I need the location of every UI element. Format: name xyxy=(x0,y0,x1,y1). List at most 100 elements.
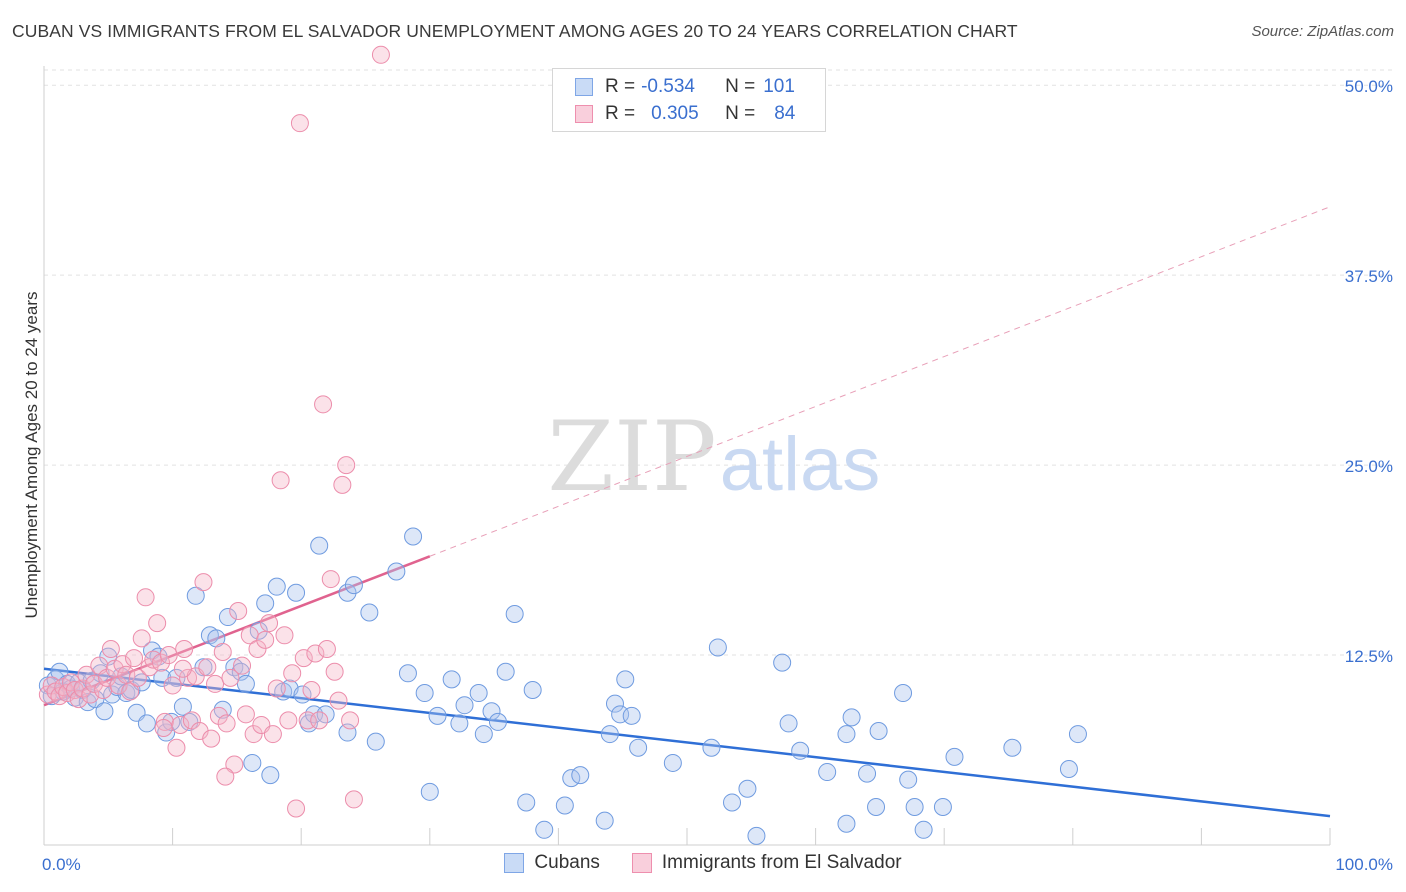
point-el-salvador xyxy=(77,665,96,684)
point-cubans xyxy=(702,738,721,757)
point-cubans xyxy=(293,685,312,704)
point-el-salvador xyxy=(216,767,235,786)
point-cubans xyxy=(869,722,888,741)
point-cubans xyxy=(600,725,619,744)
point-cubans xyxy=(595,811,614,830)
point-cubans xyxy=(867,798,886,817)
point-cubans xyxy=(535,820,554,839)
point-el-salvador xyxy=(101,639,120,658)
point-cubans xyxy=(818,763,837,782)
point-cubans xyxy=(837,725,856,744)
point-cubans xyxy=(723,793,742,812)
point-cubans xyxy=(450,714,469,733)
point-el-salvador xyxy=(306,644,325,663)
y-axis-label: Unemployment Among Ages 20 to 24 years xyxy=(22,292,41,619)
legend-n-value: 101 xyxy=(763,76,795,97)
point-cubans xyxy=(773,653,792,672)
point-el-salvador xyxy=(154,718,173,737)
legend-r-value: -0.534 xyxy=(641,76,695,97)
point-cubans xyxy=(344,576,363,595)
point-cubans xyxy=(287,583,306,602)
point-cubans xyxy=(186,586,205,605)
point-cubans xyxy=(622,706,641,725)
y-tick-label: 37.5% xyxy=(1345,267,1393,286)
point-cubans xyxy=(137,714,156,733)
point-el-salvador xyxy=(175,639,194,658)
point-cubans xyxy=(629,738,648,757)
grid-lines xyxy=(44,69,1392,656)
point-el-salvador xyxy=(337,456,356,475)
point-el-salvador xyxy=(173,659,192,678)
point-cubans xyxy=(496,662,515,681)
point-el-salvador xyxy=(121,682,140,701)
point-el-salvador xyxy=(233,656,252,675)
point-el-salvador xyxy=(263,725,282,744)
point-el-salvador xyxy=(267,679,286,698)
point-el-salvador xyxy=(217,714,236,733)
series-swatch-el-salvador xyxy=(631,853,652,873)
point-cubans xyxy=(858,764,877,783)
point-el-salvador xyxy=(128,668,147,687)
legend-row-el-salvador: R = 0.305 N = 84 xyxy=(575,101,795,127)
point-el-salvador xyxy=(321,570,340,589)
point-cubans xyxy=(663,753,682,772)
point-cubans xyxy=(505,605,524,624)
point-el-salvador xyxy=(221,668,240,687)
point-cubans xyxy=(256,594,275,613)
point-cubans xyxy=(571,766,590,785)
point-cubans xyxy=(605,694,624,713)
series-label-cubans: Cubans xyxy=(534,852,600,873)
point-cubans xyxy=(310,536,329,555)
x-tick-label: 100.0% xyxy=(1335,855,1393,874)
point-cubans xyxy=(261,766,280,785)
point-cubans xyxy=(194,658,213,677)
point-cubans xyxy=(236,674,255,693)
point-el-salvador xyxy=(244,725,263,744)
trend-extension-el-salvador xyxy=(429,206,1331,557)
point-el-salvador xyxy=(294,649,313,668)
series-swatch-cubans xyxy=(504,853,525,873)
point-cubans xyxy=(95,702,114,721)
point-el-salvador xyxy=(202,729,221,748)
point-el-salvador xyxy=(275,626,294,645)
point-cubans xyxy=(905,798,924,817)
point-cubans xyxy=(837,814,856,833)
point-cubans xyxy=(360,603,379,622)
point-el-salvador xyxy=(325,662,344,681)
point-cubans xyxy=(899,770,918,789)
y-tick-label: 50.0% xyxy=(1345,77,1393,96)
watermark: ZIP atlas xyxy=(547,401,880,513)
point-el-salvador xyxy=(329,691,348,710)
point-el-salvador xyxy=(113,655,132,674)
point-cubans xyxy=(708,638,727,657)
point-cubans xyxy=(420,782,439,801)
point-cubans xyxy=(398,664,417,683)
point-cubans xyxy=(1068,725,1087,744)
point-cubans xyxy=(428,706,447,725)
point-el-salvador xyxy=(69,690,88,709)
point-cubans xyxy=(523,681,542,699)
point-el-salvador xyxy=(344,790,363,809)
legend-row-cubans: R = -0.534 N = 101 xyxy=(575,74,795,100)
point-cubans xyxy=(267,577,286,596)
y-tick-label: 12.5% xyxy=(1345,647,1393,666)
point-el-salvador xyxy=(155,712,174,731)
point-el-salvador xyxy=(310,711,329,730)
watermark-zip: ZIP xyxy=(547,401,716,513)
point-cubans xyxy=(338,583,357,602)
point-el-salvador xyxy=(194,573,213,592)
point-cubans xyxy=(243,753,262,772)
legend-r-label: R = xyxy=(605,76,636,97)
point-cubans xyxy=(791,741,810,760)
point-el-salvador xyxy=(163,676,182,695)
point-cubans xyxy=(153,668,172,687)
axes xyxy=(43,66,1331,846)
point-cubans xyxy=(231,662,250,681)
point-el-salvador xyxy=(152,653,171,672)
point-el-salvador xyxy=(256,630,275,649)
point-cubans xyxy=(842,708,861,727)
point-cubans xyxy=(404,527,423,546)
point-cubans xyxy=(299,714,318,733)
legend-swatch-el-salvador xyxy=(575,105,593,123)
